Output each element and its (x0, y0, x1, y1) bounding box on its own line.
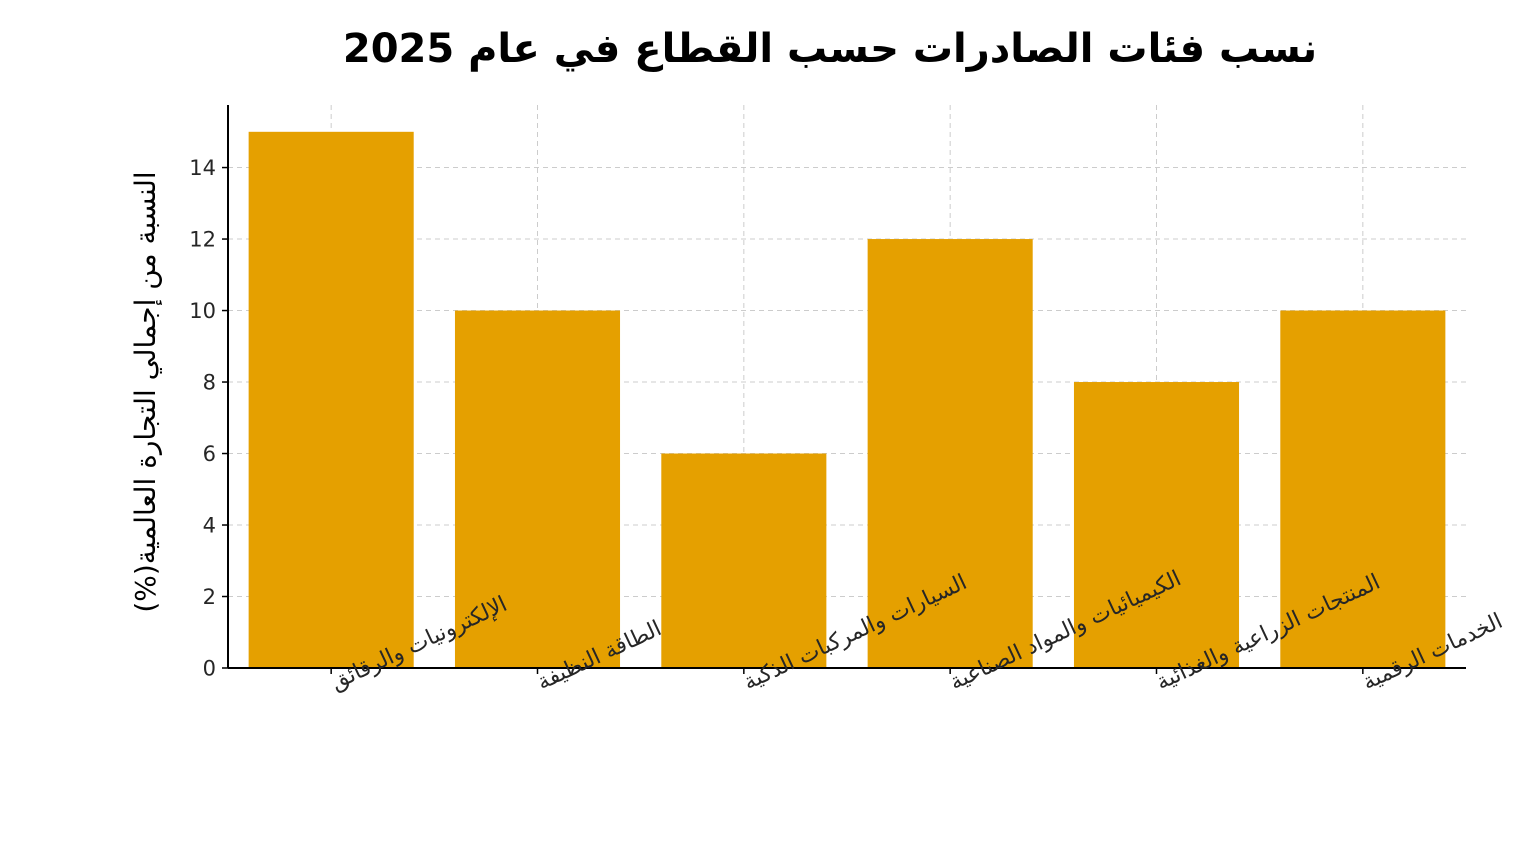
y-axis-label: النسبة من إجمالي التجارة العالمية(%) (129, 171, 162, 612)
bar (1073, 382, 1240, 668)
y-tick-label: 0 (203, 657, 216, 681)
bar (248, 131, 414, 669)
bars (248, 131, 1446, 669)
y-tick-labels: 0 2 4 6 8 10 12 14 (189, 156, 216, 680)
y-tick-label: 2 (203, 585, 216, 609)
axes (222, 105, 1466, 674)
bar (1280, 310, 1446, 668)
y-tick-label: 4 (203, 514, 216, 538)
y-tick-label: 6 (203, 442, 216, 466)
bar (867, 239, 1033, 669)
chart-title: نسب فئات الصادرات حسب القطاع في عام 2025 (343, 26, 1317, 72)
y-tick-label: 10 (189, 299, 216, 323)
bar (454, 310, 621, 668)
y-tick-label: 12 (189, 228, 216, 252)
y-tick-label: 8 (203, 371, 216, 395)
bar (661, 453, 827, 668)
y-tick-label: 14 (189, 156, 216, 180)
